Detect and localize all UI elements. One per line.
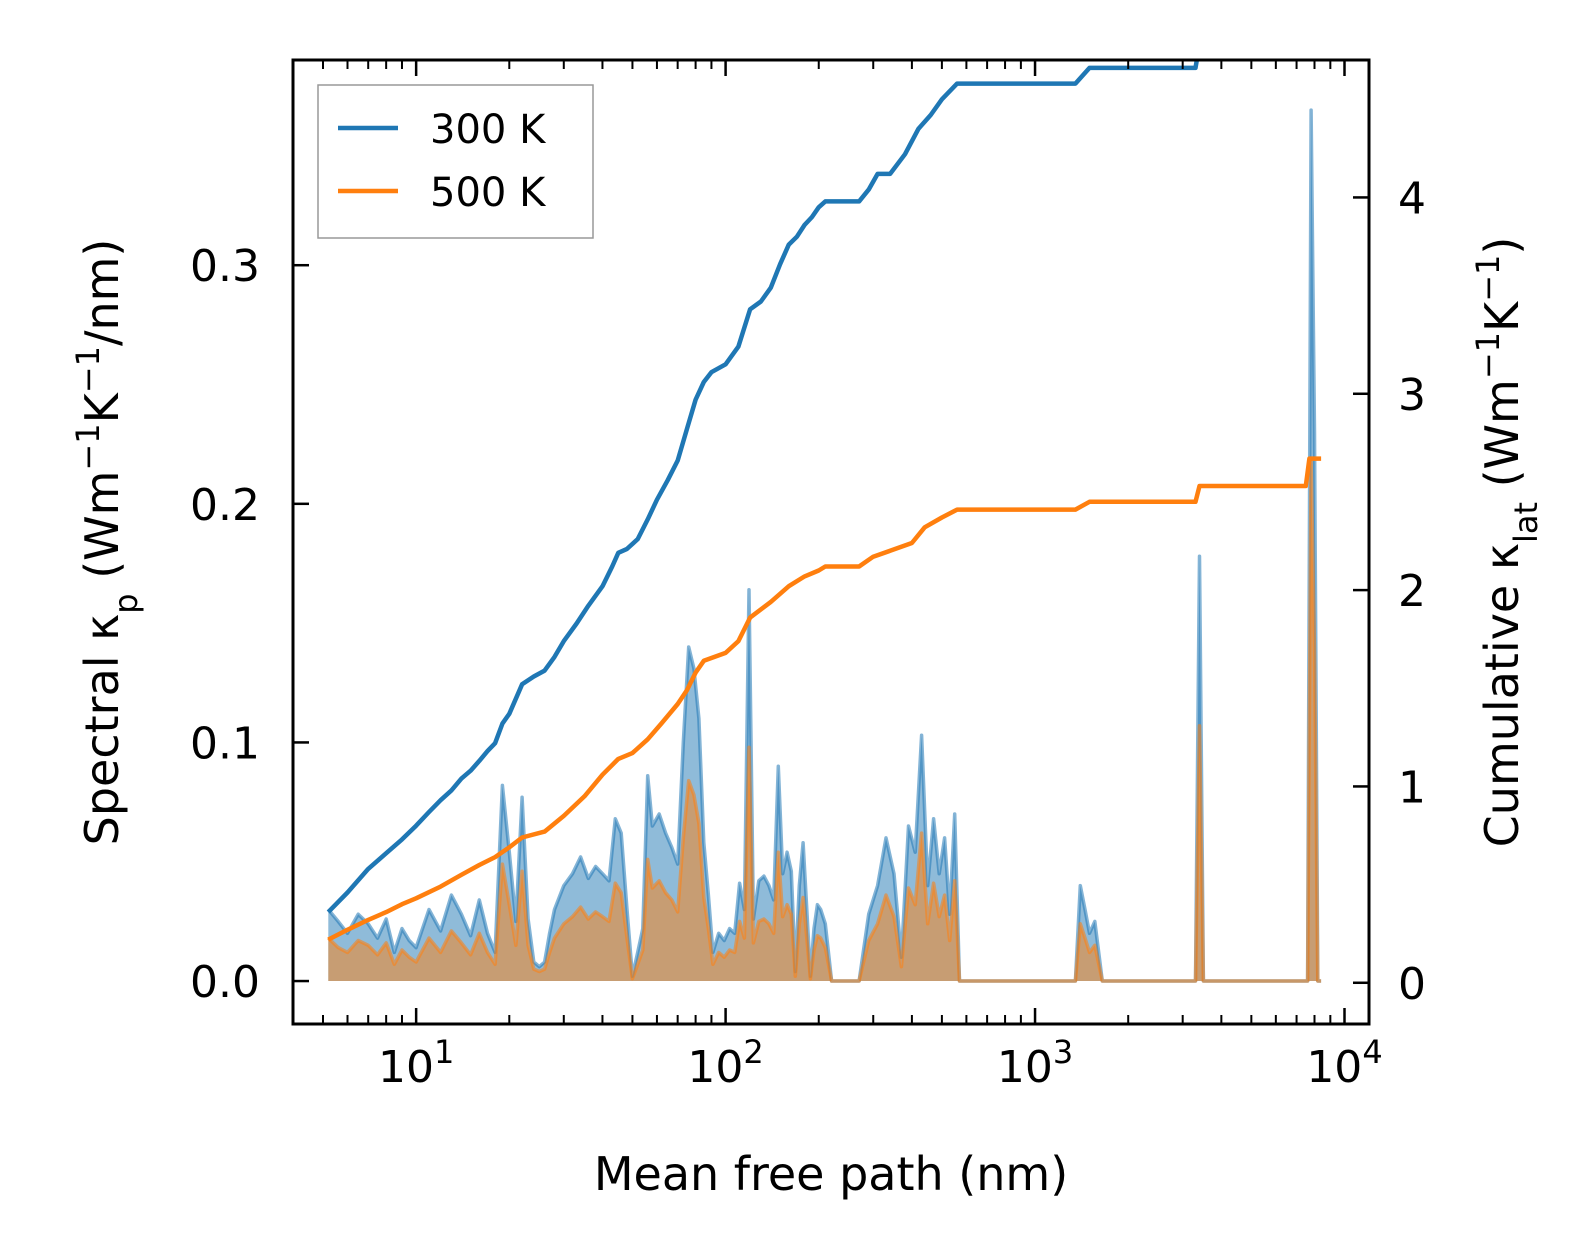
y-left-tick-label: 0.2 xyxy=(190,480,260,531)
y-right-tick-label: 3 xyxy=(1398,370,1426,421)
spectral-layer xyxy=(326,108,1322,983)
x-tick-label: 103 xyxy=(997,1033,1073,1093)
y-left-tick-label: 0.1 xyxy=(190,718,260,769)
x-tick-label: 102 xyxy=(687,1033,763,1093)
cumulative-layer xyxy=(326,60,1322,942)
y-axis-title-right: Cumulative κlat (Wm−1K−1) xyxy=(1469,237,1545,848)
plot-frame xyxy=(291,58,1371,1026)
x-axis-title: Mean free path (nm) xyxy=(594,1147,1068,1201)
y-right-tick-label: 0 xyxy=(1398,959,1426,1010)
cumulative-line-300k xyxy=(326,60,1200,914)
y-right-tick-label: 2 xyxy=(1398,566,1426,617)
y-right-tick-label: 1 xyxy=(1398,762,1426,813)
ticks-layer xyxy=(292,60,1369,1024)
legend-label-500k: 500 K xyxy=(430,170,547,216)
cumulative-line-500k xyxy=(327,456,1322,942)
legend: 300 K 500 K xyxy=(317,84,594,239)
legend-box xyxy=(317,84,594,239)
legend-label-300k: 300 K xyxy=(430,107,547,153)
y-left-tick-label: 0.3 xyxy=(190,241,260,292)
y-left-tick-label: 0.0 xyxy=(190,957,260,1008)
x-tick-label: 101 xyxy=(378,1033,454,1093)
y-right-tick-label: 4 xyxy=(1398,173,1426,224)
x-tick-label: 104 xyxy=(1306,1033,1382,1093)
spectral-line-500k xyxy=(327,456,1322,983)
labels-layer: 101 102 103 104 0.0 0.1 0.2 0.3 0 1 2 3 4 xyxy=(190,173,1426,1093)
spectral-line-300k xyxy=(326,108,1322,983)
y-axis-title-left: Spectral κp (Wm−1K−1/nm) xyxy=(69,239,145,846)
